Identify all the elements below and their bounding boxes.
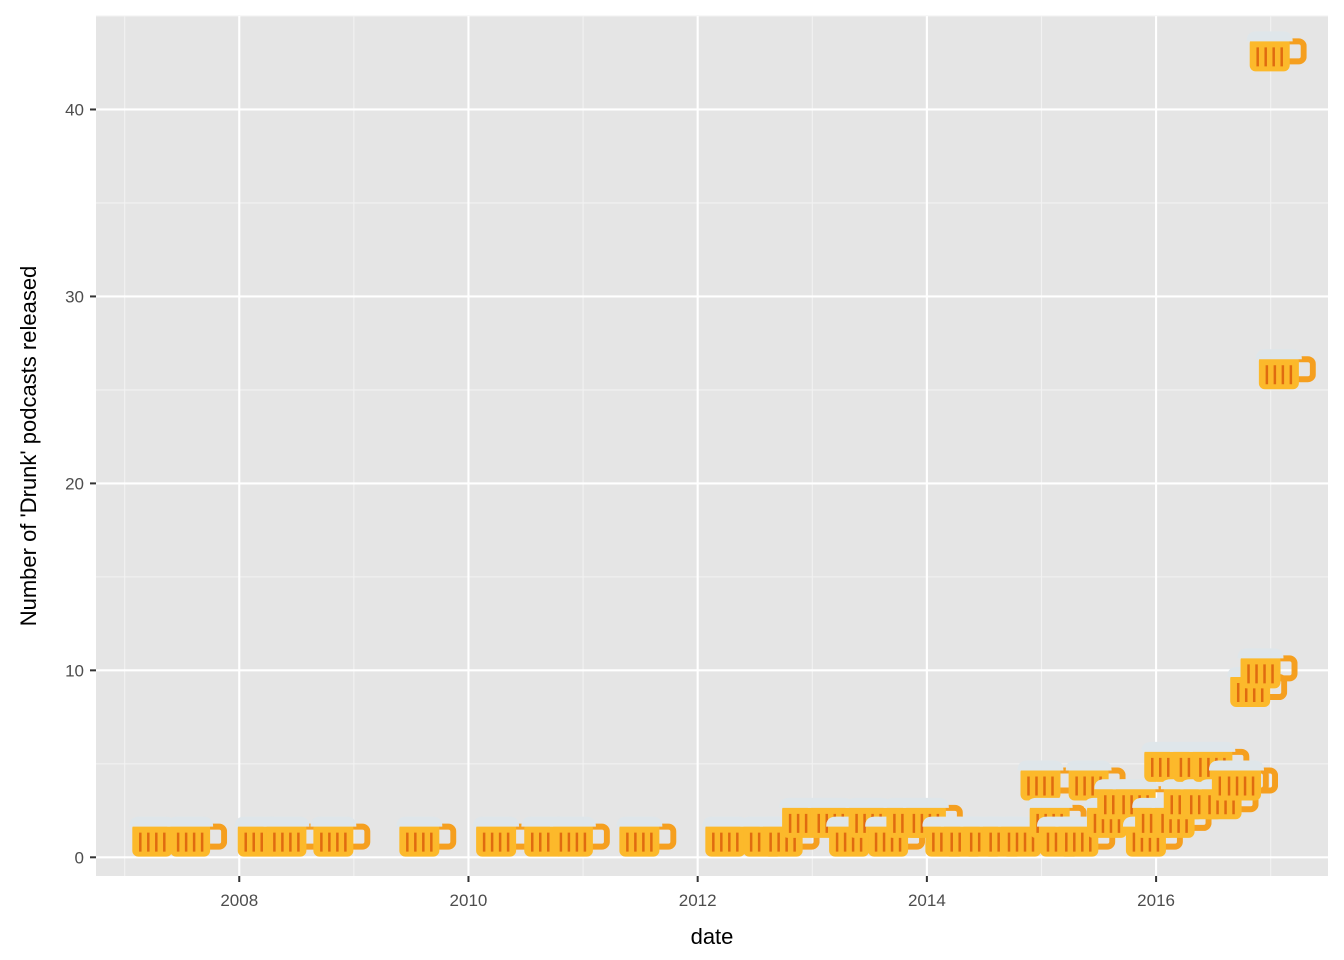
- minor-gridlines: [96, 15, 1328, 876]
- y-tick-label: 30: [65, 287, 84, 306]
- y-tick-label: 40: [65, 100, 84, 119]
- major-gridlines: [96, 16, 1328, 876]
- x-tick-label: 2008: [220, 891, 258, 910]
- y-tick-label: 10: [65, 661, 84, 680]
- x-tick-label: 2012: [679, 891, 717, 910]
- x-tick-label: 2016: [1137, 891, 1175, 910]
- x-tick-label: 2014: [908, 891, 946, 910]
- plot-panel: [96, 16, 1328, 876]
- axis-ticks: 2008 2010 2012 2014 2016 0 10 20 30 40: [65, 100, 1175, 910]
- y-tick-label: 0: [75, 848, 84, 867]
- y-tick-label: 20: [65, 474, 84, 493]
- y-axis-title: Number of 'Drunk' podcasts released: [16, 266, 41, 627]
- x-tick-label: 2010: [450, 891, 488, 910]
- x-axis-title: date: [691, 924, 734, 949]
